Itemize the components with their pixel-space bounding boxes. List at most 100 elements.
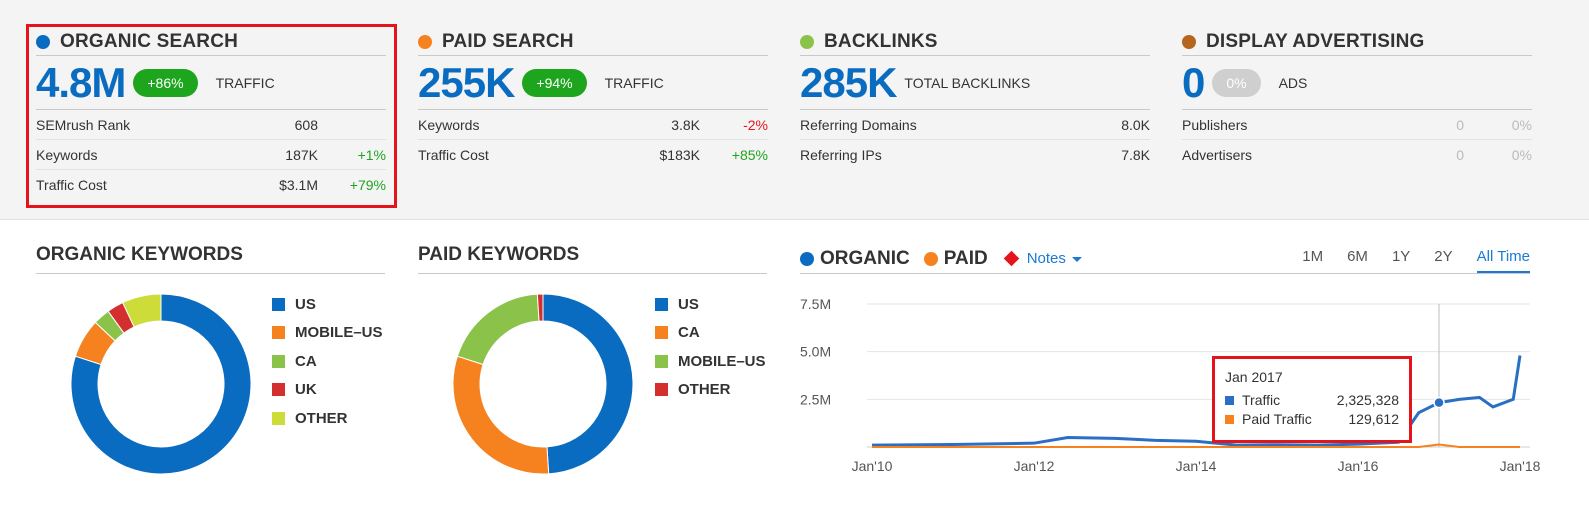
stat-name: Traffic Cost [36, 177, 107, 193]
tooltip-label: Traffic [1242, 392, 1281, 408]
series-line-paid-traffic[interactable] [872, 443, 1520, 448]
stat-value[interactable]: 7.8K [1121, 147, 1150, 163]
stat-name: Advertisers [1182, 147, 1253, 163]
notes-dropdown[interactable]: Notes [1027, 250, 1082, 267]
traffic-metric: 255K +94% TRAFFIC [418, 56, 768, 110]
stat-row: Traffic Cost $3.1M +79% [36, 170, 386, 200]
paid-dot-icon [418, 34, 432, 49]
traffic-line-chart[interactable]: 7.5M 5.0M 2.5M Jan'10 Jan'12 Jan'14 Jan'16 Jan'… [790, 282, 1540, 482]
card-header: ORGANIC SEARCH [36, 28, 386, 56]
organic-toggle[interactable]: ORGANIC [820, 247, 910, 269]
stat-change: 0% [1511, 116, 1532, 133]
legend-label: MOBILE–US [295, 324, 383, 342]
display-dot-icon [1182, 34, 1196, 49]
card-title: ORGANIC SEARCH [60, 30, 239, 52]
change-badge: +94% [522, 68, 587, 97]
organic-dot-icon [800, 251, 814, 266]
range-6m[interactable]: 6M [1347, 248, 1368, 265]
traffic-value[interactable]: 255K [418, 58, 515, 106]
paid-search-card[interactable]: PAID SEARCH 255K +94% TRAFFIC Keywords 3… [418, 28, 768, 170]
notes-diamond-icon [1003, 250, 1019, 267]
stat-row: SEMrush Rank 608 [36, 110, 386, 140]
stat-value[interactable]: 608 [294, 116, 318, 133]
stat-name: Keywords [36, 146, 98, 163]
stat-change: +85% [731, 147, 768, 163]
hover-point[interactable] [1433, 396, 1445, 409]
stat-name: Referring Domains [800, 116, 917, 133]
organic-search-card[interactable]: ORGANIC SEARCH 4.8M +86% TRAFFIC SEMrush… [36, 28, 386, 200]
ads-value[interactable]: 0 [1182, 58, 1205, 106]
stat-value[interactable]: 3.8K [671, 116, 700, 133]
stat-row: Referring Domains 8.0K [800, 110, 1150, 140]
x-tick-label: Jan'14 [1176, 458, 1217, 474]
donut-slice-other[interactable] [536, 293, 544, 322]
highlight-annotation [26, 24, 397, 208]
donut-slice-mobile-us[interactable] [456, 293, 540, 366]
tooltip-value: 129,612 [1348, 411, 1399, 427]
legend-label: US [295, 295, 316, 313]
series-line-traffic[interactable] [871, 355, 1522, 447]
legend-item-mobile-us[interactable]: MOBILE–US [272, 319, 383, 348]
legend-item-ca[interactable]: CA [655, 319, 766, 348]
metric-label: TRAFFIC [604, 74, 664, 91]
stat-change: 0% [1511, 147, 1532, 163]
legend-item-us[interactable]: US [655, 290, 766, 319]
stat-row: Referring IPs 7.8K [800, 140, 1150, 170]
donut-slice-ca[interactable] [452, 355, 550, 475]
backlinks-value[interactable]: 285K [800, 58, 897, 106]
legend-swatch [655, 326, 668, 340]
metric-label: ADS [1278, 74, 1308, 91]
stat-value[interactable]: 8.0K [1121, 116, 1150, 133]
stat-row: Traffic Cost $183K +85% [418, 140, 768, 170]
card-title: PAID SEARCH [442, 30, 574, 52]
range-1y[interactable]: 1Y [1391, 248, 1411, 265]
legend-label: MOBILE–US [678, 352, 766, 370]
backlinks-card[interactable]: BACKLINKS 285K TOTAL BACKLINKS Referring… [800, 28, 1150, 170]
legend-swatch [655, 297, 668, 311]
metric-label: TOTAL BACKLINKS [904, 74, 1031, 91]
range-2y[interactable]: 2Y [1434, 248, 1453, 265]
stat-value[interactable]: 187K [285, 146, 318, 163]
legend-item-other[interactable]: OTHER [272, 404, 383, 433]
stat-name: Traffic Cost [418, 147, 489, 163]
paid-toggle[interactable]: PAID [943, 247, 988, 269]
legend-item-other[interactable]: OTHER [655, 376, 766, 405]
stat-change: -2% [743, 116, 768, 133]
y-tick-label: 7.5M [800, 296, 831, 312]
legend-swatch [1225, 414, 1234, 424]
overview-panel [0, 0, 1589, 220]
traffic-value[interactable]: 4.8M [36, 58, 126, 106]
legend-item-uk[interactable]: UK [272, 376, 383, 405]
stat-value[interactable]: $183K [659, 147, 700, 163]
stat-row: Publishers 0 0% [1182, 110, 1532, 140]
legend-item-mobile-us[interactable]: MOBILE–US [655, 347, 766, 376]
stat-row: Advertisers 0 0% [1182, 140, 1532, 170]
range-all-time[interactable]: All Time [1476, 248, 1530, 273]
legend-item-us[interactable]: US [272, 290, 383, 319]
donut-slice-us[interactable] [542, 293, 634, 475]
range-1m[interactable]: 1M [1302, 248, 1324, 265]
organic-keywords-donut[interactable] [70, 293, 252, 475]
tooltip-row-paid: Paid Traffic 129,612 [1225, 411, 1399, 427]
traffic-chart-header: ORGANIC PAID Notes 1M 6M 1Y 2Y All Time [800, 244, 1530, 274]
stat-name: Referring IPs [800, 147, 882, 163]
donut-slice-us[interactable] [70, 293, 252, 475]
stat-value[interactable]: $3.1M [279, 177, 318, 193]
legend-swatch [272, 383, 285, 397]
x-tick-label: Jan'12 [1014, 458, 1055, 474]
legend-label: CA [678, 324, 700, 342]
tooltip-label: Paid Traffic [1242, 411, 1312, 427]
y-tick-label: 5.0M [800, 344, 831, 360]
donut-slice-other[interactable] [122, 293, 162, 328]
chart-tooltip: Jan 2017 Traffic 2,325,328 Paid Traffic … [1212, 356, 1412, 443]
display-advertising-card[interactable]: DISPLAY ADVERTISING 0 0% ADS Publishers … [1182, 28, 1532, 170]
change-badge: +86% [133, 68, 198, 97]
traffic-metric: 4.8M +86% TRAFFIC [36, 56, 386, 110]
stat-value: 0 [1456, 147, 1464, 163]
stat-name: Publishers [1182, 116, 1248, 133]
organic-keywords-legend: US MOBILE–US CA UK OTHER [272, 290, 383, 433]
backlinks-metric: 285K TOTAL BACKLINKS [800, 56, 1150, 110]
legend-swatch [1225, 395, 1234, 405]
legend-item-ca[interactable]: CA [272, 347, 383, 376]
paid-keywords-donut[interactable] [452, 293, 634, 475]
